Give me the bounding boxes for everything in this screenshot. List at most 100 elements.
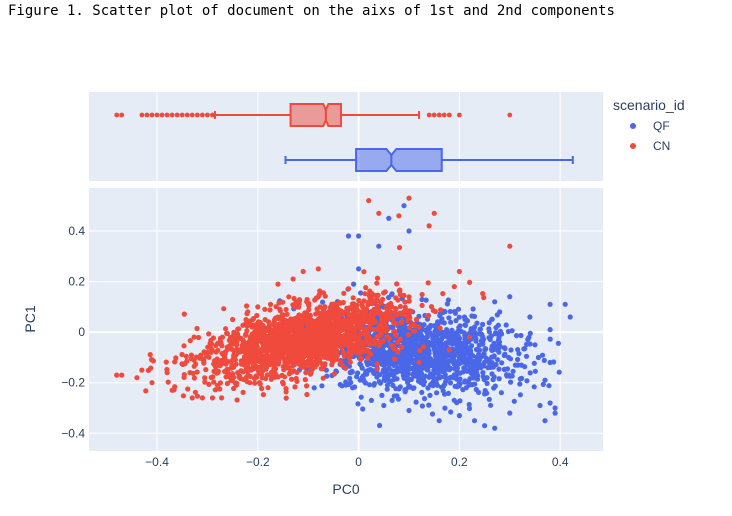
cn-point	[314, 306, 320, 312]
cn-box-outlier	[164, 112, 170, 118]
qf-point	[472, 381, 478, 387]
qf-point	[442, 372, 448, 378]
cn-point	[229, 358, 235, 364]
cn-point	[269, 336, 275, 342]
cn-point	[263, 354, 269, 360]
cn-point	[234, 342, 240, 348]
cn-point	[361, 311, 367, 317]
qf-point	[362, 380, 369, 386]
cn-point	[318, 311, 324, 317]
qf-point	[524, 378, 530, 384]
legend-item-cn[interactable]: CN	[630, 139, 670, 153]
cn-point	[180, 393, 186, 399]
cn-point	[187, 370, 193, 376]
cn-point	[396, 311, 402, 317]
cn-point	[324, 312, 330, 318]
cn-outlier-point	[189, 395, 195, 401]
qf-point	[429, 411, 436, 417]
qf-point	[382, 351, 388, 357]
cn-point	[398, 344, 404, 350]
qf-point	[424, 353, 430, 359]
qf-point	[501, 366, 508, 372]
cn-point	[148, 365, 154, 371]
cn-point	[195, 334, 202, 341]
qf-outlier-point	[507, 410, 513, 416]
marginal-box-plots[interactable]	[114, 103, 574, 172]
qf-point	[398, 364, 404, 370]
qf-point	[539, 352, 546, 358]
cn-outlier-point	[507, 243, 513, 249]
cn-point	[251, 343, 258, 350]
qf-point	[379, 361, 385, 367]
cn-point	[227, 342, 233, 349]
cn-box-outlier	[446, 112, 452, 118]
cn-point	[271, 365, 277, 371]
cn-point	[394, 281, 400, 287]
qf-point	[466, 405, 473, 412]
cn-point	[358, 355, 364, 361]
qf-point	[480, 370, 486, 376]
cn-point	[213, 342, 219, 349]
cn-point	[320, 375, 326, 381]
qf-point	[445, 361, 451, 367]
cn-point	[349, 341, 355, 348]
qf-outlier-point	[401, 203, 407, 209]
cn-point	[375, 333, 381, 340]
cn-outlier-point	[426, 223, 432, 229]
qf-point	[347, 375, 353, 381]
axis-tick-labels: −0.4 −0.2 0 0.2 0.4 −0.4 −0.2 0 0.2 0.4	[61, 224, 569, 469]
cn-point	[392, 356, 398, 362]
cn-point	[253, 335, 259, 341]
qf-point	[405, 353, 411, 359]
qf-point	[453, 331, 459, 337]
cn-point	[249, 350, 255, 356]
cn-point	[259, 372, 265, 378]
cn-point	[342, 365, 349, 371]
cn-point	[252, 380, 258, 386]
cn-point	[312, 297, 318, 303]
cn-point	[229, 372, 235, 378]
qf-point	[377, 422, 383, 429]
qf-point	[556, 369, 562, 375]
cn-point	[374, 280, 380, 286]
legend-item-qf[interactable]: QF	[630, 119, 670, 133]
qf-point	[489, 316, 495, 322]
cn-point	[339, 362, 345, 368]
qf-point	[363, 368, 369, 374]
qf-outlier-point	[482, 423, 488, 429]
cn-point	[313, 345, 319, 351]
qf-point	[372, 350, 378, 356]
qf-point	[484, 380, 490, 386]
qf-point	[523, 353, 530, 359]
cn-point	[315, 333, 321, 339]
cn-point	[263, 348, 269, 355]
cn-point	[275, 314, 281, 320]
cn-outlier-point	[139, 367, 145, 373]
cn-point	[343, 342, 349, 348]
qf-point	[527, 330, 533, 336]
cn-point	[272, 325, 278, 331]
qf-point	[380, 356, 386, 362]
qf-point	[426, 347, 432, 354]
cn-point	[276, 321, 282, 327]
qf-point	[475, 347, 481, 353]
qf-outlier-point	[547, 301, 553, 307]
cn-point	[219, 395, 225, 401]
cn-outlier-point	[219, 334, 226, 340]
qf-outlier-point	[497, 309, 503, 315]
y-tick-label-2: 0	[78, 325, 85, 339]
qf-point	[406, 367, 412, 373]
cn-point	[308, 368, 314, 374]
qf-outlier-point	[547, 359, 553, 366]
cn-point	[281, 334, 287, 340]
legend[interactable]: scenario_id QF CN	[613, 97, 685, 153]
qf-point	[490, 377, 496, 383]
qf-point	[489, 347, 495, 353]
qf-point	[384, 386, 390, 392]
scatter-points[interactable]	[114, 195, 573, 431]
qf-point	[436, 345, 442, 351]
cn-point	[306, 307, 312, 313]
qf-point	[389, 397, 395, 403]
cn-point	[193, 361, 199, 367]
